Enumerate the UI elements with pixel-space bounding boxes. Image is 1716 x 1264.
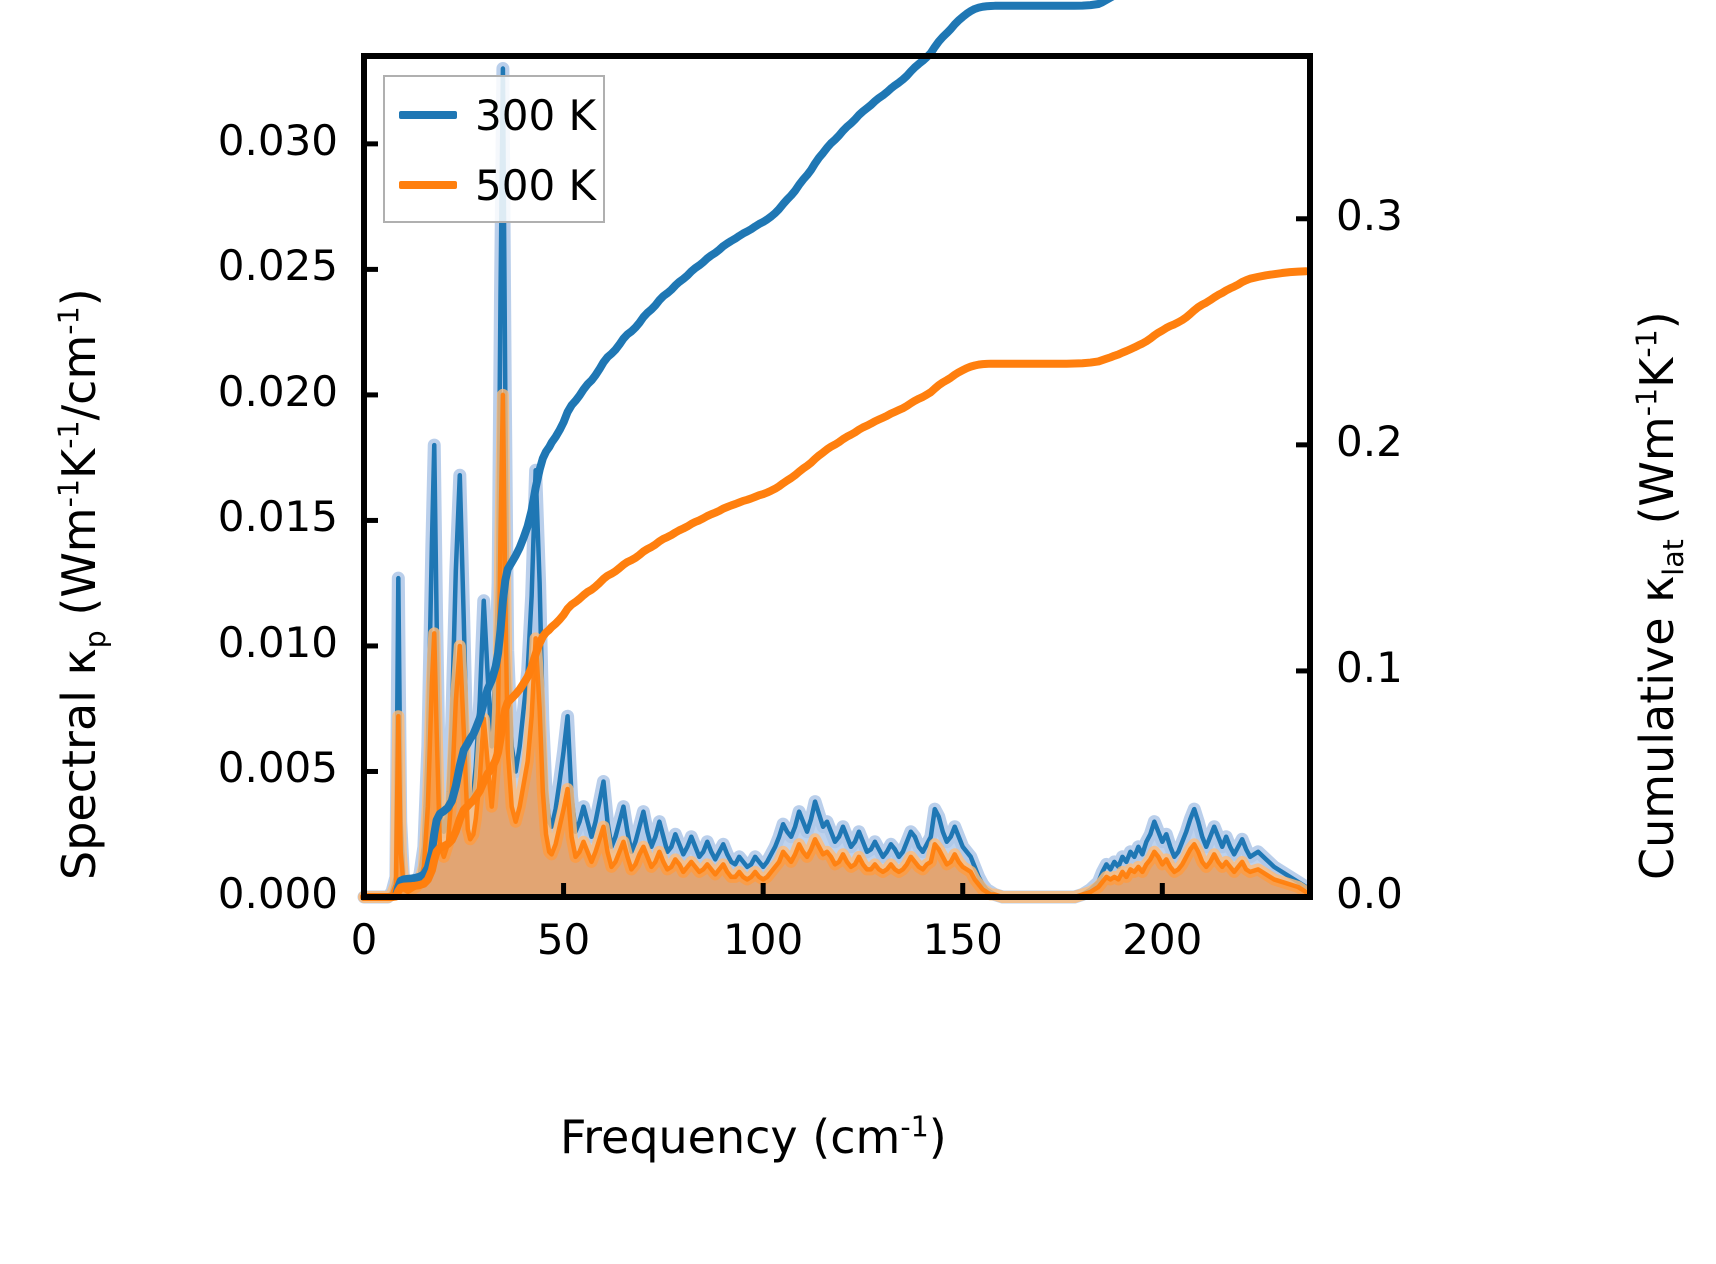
ylabel-left-exp3: -1 xyxy=(52,306,86,335)
chart-legend: 300 K 500 K xyxy=(383,75,605,223)
ylabel-right-p1: Cumulative κ xyxy=(1630,575,1684,880)
legend-swatch-500k-icon xyxy=(399,181,457,189)
legend-item-300k: 300 K xyxy=(399,85,596,145)
legend-item-500k: 500 K xyxy=(399,155,596,215)
xlabel-exp: -1 xyxy=(900,1110,929,1144)
y-right-tick-1: 0.1 xyxy=(1336,642,1403,692)
y-right-tick-3: 0.3 xyxy=(1336,190,1403,240)
y-right-tick-2: 0.2 xyxy=(1336,416,1403,466)
y-axis-right-label: Cumulative κlat (Wm-1K-1) xyxy=(1630,311,1690,880)
ylabel-right-p2: (Wm xyxy=(1630,416,1684,540)
y-left-tick-4: 0.020 xyxy=(217,366,338,416)
x-axis-label: Frequency (cm-1) xyxy=(560,1110,947,1164)
ylabel-right-p4: ) xyxy=(1630,311,1684,330)
xlabel-tail: ) xyxy=(928,1110,947,1164)
ylabel-left-p5: ) xyxy=(52,288,106,307)
y-left-tick-5: 0.025 xyxy=(217,241,338,291)
ylabel-left-p3: K xyxy=(52,448,106,479)
x-tick-3: 150 xyxy=(922,915,1003,964)
x-tick-0: 0 xyxy=(350,915,378,964)
y-left-tick-0: 0.000 xyxy=(217,869,338,918)
ylabel-left-exp2: -1 xyxy=(52,420,86,449)
y-right-tick-0: 0.0 xyxy=(1336,869,1403,918)
ylabel-right-p3: K xyxy=(1630,357,1684,388)
y-left-tick-3: 0.015 xyxy=(217,492,338,542)
x-tick-1: 50 xyxy=(536,915,591,964)
ylabel-right-exp1: -1 xyxy=(1630,387,1664,417)
legend-label-300k: 300 K xyxy=(475,90,597,140)
ylabel-right-sub1: lat xyxy=(1657,539,1691,576)
x-tick-4: 200 xyxy=(1122,915,1203,964)
legend-swatch-300k-icon xyxy=(399,111,457,119)
y-left-tick-2: 0.010 xyxy=(217,617,338,667)
y-left-tick-1: 0.005 xyxy=(217,743,338,793)
x-tick-2: 100 xyxy=(723,915,804,964)
ylabel-right-exp2: -1 xyxy=(1630,329,1664,358)
y-left-tick-6: 0.030 xyxy=(217,115,338,165)
legend-label-500k: 500 K xyxy=(475,160,597,210)
xlabel-base: Frequency (cm xyxy=(560,1110,901,1164)
